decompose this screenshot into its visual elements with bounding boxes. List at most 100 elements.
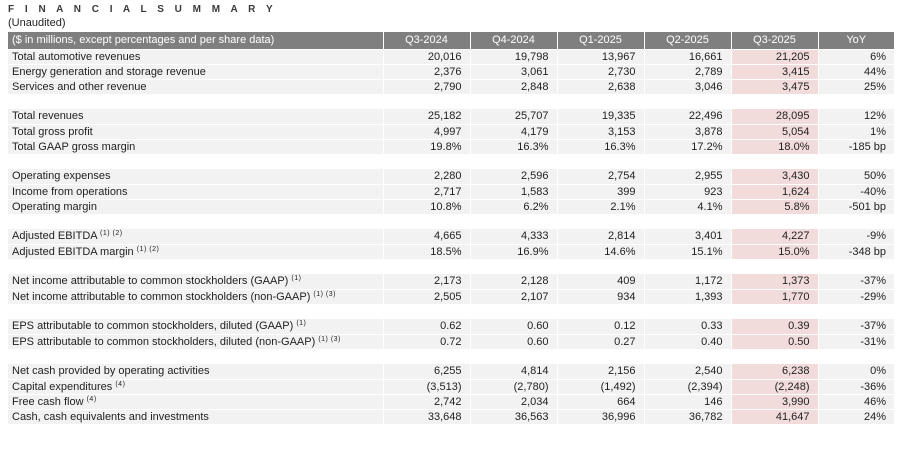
cell-value-q3-2025: 0.50 — [730, 334, 818, 350]
spacer-row — [8, 154, 894, 169]
cell-value-yoy: 44% — [817, 64, 894, 80]
cell-value-q1-2025: 13,967 — [556, 49, 644, 65]
column-header-q4-2024: Q4-2024 — [469, 32, 557, 50]
cell-value-q2-2025: 22,496 — [643, 109, 731, 125]
cell-value-q3-2025: 41,647 — [730, 409, 818, 425]
cell-value-q4-2024: 0.60 — [469, 334, 557, 350]
table-row: Cash, cash equivalents and investments 33… — [8, 409, 894, 425]
cell-value-yoy: 6% — [817, 49, 894, 65]
cell-value-q3-2024: 2,742 — [382, 394, 470, 410]
column-header-q3-2024: Q3-2024 — [382, 32, 470, 50]
cell-value-q1-2025: 3,153 — [556, 124, 644, 140]
cell-value-q3-2025: 3,475 — [730, 79, 818, 95]
cell-value-q4-2024: 16.3% — [469, 139, 557, 155]
cell-value-q2-2025: 2,540 — [643, 364, 731, 380]
cell-value-yoy: 46% — [817, 394, 894, 410]
cell-value-q1-2025: 2,814 — [556, 229, 644, 245]
cell-value-yoy: 25% — [817, 79, 894, 95]
table-row: Adjusted EBITDA margin (1) (2) 18.5% 16.9%… — [8, 244, 894, 260]
cell-value-q1-2025: 2.1% — [556, 199, 644, 215]
financial-table: ($ in millions, except percentages and p… — [8, 32, 894, 425]
spacer-cell — [8, 214, 894, 229]
row-label: Operating margin — [8, 199, 383, 215]
cell-value-q2-2025: 4.1% — [643, 199, 731, 215]
cell-value-q3-2024: 0.72 — [382, 334, 470, 350]
cell-value-q3-2024: 6,255 — [382, 364, 470, 380]
cell-value-q3-2024: 2,505 — [382, 289, 470, 305]
cell-value-q1-2025: 14.6% — [556, 244, 644, 260]
cell-value-q2-2025: 1,393 — [643, 289, 731, 305]
table-row: Free cash flow (4) 2,742 2,034 664 146 3,990 4… — [8, 394, 894, 410]
cell-value-yoy: 0% — [817, 364, 894, 380]
table-row: Total gross profit 4,997 4,179 3,153 3,878 5,… — [8, 124, 894, 140]
spacer-row — [8, 94, 894, 109]
cell-value-yoy: -29% — [817, 289, 894, 305]
row-label: EPS attributable to common stockholders,… — [8, 334, 383, 350]
cell-value-q1-2025: 409 — [556, 274, 644, 290]
cell-value-q1-2025: 2,156 — [556, 364, 644, 380]
cell-value-q4-2024: 36,563 — [469, 409, 557, 425]
cell-value-q1-2025: 16.3% — [556, 139, 644, 155]
cell-value-q4-2024: 2,596 — [469, 169, 557, 185]
cell-value-q3-2025: 4,227 — [730, 229, 818, 245]
table-header: ($ in millions, except percentages and p… — [8, 32, 894, 50]
cell-value-q4-2024: 2,128 — [469, 274, 557, 290]
cell-value-q3-2025: 3,415 — [730, 64, 818, 80]
column-header-q1-2025: Q1-2025 — [556, 32, 644, 50]
spacer-row — [8, 349, 894, 364]
footnote-marker: (1) — [296, 320, 307, 328]
footnote-marker: (1) (2) — [100, 230, 123, 238]
cell-value-q4-2024: (2,780) — [469, 379, 557, 395]
column-header-q3-2025: Q3-2025 — [730, 32, 818, 50]
cell-value-q4-2024: 1,583 — [469, 184, 557, 200]
cell-value-q3-2024: 2,790 — [382, 79, 470, 95]
row-label: Net cash provided by operating activitie… — [8, 364, 383, 380]
cell-value-q4-2024: 2,034 — [469, 394, 557, 410]
cell-value-q2-2025: 16,661 — [643, 49, 731, 65]
cell-value-yoy: -37% — [817, 274, 894, 290]
row-label: Total revenues — [8, 109, 383, 125]
cell-value-q3-2025: 1,624 — [730, 184, 818, 200]
cell-value-q1-2025: 2,730 — [556, 64, 644, 80]
cell-value-yoy: -348 bp — [817, 244, 894, 260]
cell-value-q2-2025: 17.2% — [643, 139, 731, 155]
cell-value-yoy: -37% — [817, 319, 894, 335]
cell-value-q2-2025: 15.1% — [643, 244, 731, 260]
cell-value-q3-2024: 2,280 — [382, 169, 470, 185]
row-label: Services and other revenue — [8, 79, 383, 95]
row-label: Income from operations — [8, 184, 383, 200]
row-label: Net income attributable to common stockh… — [8, 274, 383, 290]
row-label: EPS attributable to common stockholders,… — [8, 319, 383, 335]
row-label: Capital expenditures (4) — [8, 379, 383, 395]
row-label: Net income attributable to common stockh… — [8, 289, 383, 305]
column-header-q2-2025: Q2-2025 — [643, 32, 731, 50]
cell-value-q3-2025: 18.0% — [730, 139, 818, 155]
spacer-cell — [8, 259, 894, 274]
cell-value-q2-2025: 36,782 — [643, 409, 731, 425]
cell-value-q2-2025: 1,172 — [643, 274, 731, 290]
cell-value-q4-2024: 4,814 — [469, 364, 557, 380]
cell-value-yoy: 24% — [817, 409, 894, 425]
row-label: Adjusted EBITDA margin (1) (2) — [8, 244, 383, 260]
cell-value-q4-2024: 19,798 — [469, 49, 557, 65]
cell-value-q4-2024: 16.9% — [469, 244, 557, 260]
spacer-row — [8, 304, 894, 319]
cell-value-yoy: 50% — [817, 169, 894, 185]
table-row: Services and other revenue 2,790 2,848 2,63… — [8, 79, 894, 95]
cell-value-q4-2024: 4,179 — [469, 124, 557, 140]
cell-value-yoy: -9% — [817, 229, 894, 245]
cell-value-q3-2024: 18.5% — [382, 244, 470, 260]
table-row: Total GAAP gross margin 19.8% 16.3% 16.3% 17… — [8, 139, 894, 155]
cell-value-q1-2025: 36,996 — [556, 409, 644, 425]
row-label: Total gross profit — [8, 124, 383, 140]
spacer-cell — [8, 349, 894, 364]
cell-value-yoy: -36% — [817, 379, 894, 395]
table-row: Income from operations 2,717 1,583 399 923 1,… — [8, 184, 894, 200]
cell-value-q3-2024: 4,997 — [382, 124, 470, 140]
footnote-marker: (4) — [86, 395, 97, 403]
cell-value-q2-2025: 0.40 — [643, 334, 731, 350]
footnote-marker: (1) (3) — [318, 335, 341, 343]
table-row: Operating margin 10.8% 6.2% 2.1% 4.1% 5.8% -50… — [8, 199, 894, 215]
spacer-cell — [8, 94, 894, 109]
row-label: Cash, cash equivalents and investments — [8, 409, 383, 425]
